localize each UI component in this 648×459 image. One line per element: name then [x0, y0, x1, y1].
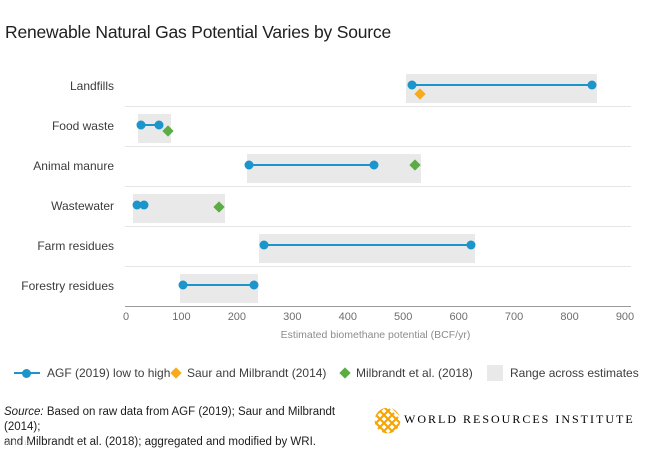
source-note: Source: Based on raw data from AGF (2019… [4, 405, 374, 450]
range-band [259, 234, 476, 263]
agf-high-dot [139, 200, 149, 210]
agf-range-line [249, 164, 375, 166]
row-separator [125, 146, 631, 147]
agf-range-line [183, 284, 254, 286]
agf-low-dot [132, 200, 142, 210]
agf-line-dot-marker [14, 368, 40, 378]
chart-code: 20.12.14 [4, 441, 32, 447]
agf-low-dot [178, 280, 188, 290]
x-axis-line [125, 306, 631, 307]
agf-high-dot [249, 280, 259, 290]
agf-high-dot [587, 80, 597, 90]
x-tick-label: 400 [338, 311, 357, 323]
range-band [133, 194, 225, 223]
x-tick-label: 0 [122, 311, 130, 323]
row-separator [125, 106, 631, 107]
legend-item-agf: AGF (2019) low to high [14, 360, 170, 386]
agf-high-dot [154, 120, 164, 130]
agf-low-dot [244, 160, 254, 170]
row-separator [125, 266, 631, 267]
x-tick-label: 300 [283, 311, 302, 323]
row-separator [125, 226, 631, 227]
wri-wordmark: WORLD RESOURCES INSTITUTE [404, 412, 635, 426]
x-tick-label: 900 [615, 311, 635, 323]
agf-high-dot [369, 160, 379, 170]
agf-dot [22, 368, 31, 378]
legend-item-saur: Saur and Milbrandt (2014) [170, 360, 327, 386]
row-label: Landfills [69, 79, 114, 93]
row-label: Food waste [51, 119, 114, 133]
x-axis-title: Estimated biomethane potential (BCF/yr) [280, 329, 471, 341]
agf-range-line [411, 84, 592, 86]
source-label: Source: [4, 406, 44, 418]
legend-label: Milbrandt et al. (2018) [356, 366, 473, 380]
legend-label: AGF (2019) low to high [47, 366, 171, 380]
x-tick-label: 800 [560, 311, 579, 323]
gray-band-marker [487, 365, 503, 381]
legend-label: Range across estimates [510, 366, 639, 380]
row-label: Animal manure [33, 159, 114, 173]
agf-range-line [140, 124, 160, 126]
chart-title: Renewable Natural Gas Potential Varies b… [5, 22, 391, 42]
row-label: Wastewater [51, 199, 114, 213]
orange-diamond-marker [170, 367, 182, 379]
agf-low-dot [407, 80, 417, 90]
source-line2: and Milbrandt et al. (2018); aggregated … [4, 436, 316, 448]
x-tick-label: 700 [504, 311, 524, 323]
x-tick-label: 500 [394, 311, 413, 323]
agf-range-line [263, 244, 471, 246]
row-label: Forestry residues [21, 279, 114, 293]
wri-lattice-logo-icon [374, 407, 401, 434]
row-separator [125, 186, 631, 187]
x-tick-label: 200 [227, 311, 247, 323]
range-band [179, 274, 258, 303]
agf-low-dot [259, 240, 268, 250]
source-line1: Based on raw data from AGF (2019); Saur … [4, 406, 336, 433]
x-tick-label: 100 [172, 311, 191, 323]
green-diamond-marker [339, 367, 351, 379]
legend-item-range: Range across estimates [487, 360, 639, 386]
range-band [405, 74, 598, 103]
range-band [246, 154, 421, 183]
agf-high-dot [466, 240, 476, 250]
x-tick-label: 600 [449, 311, 468, 323]
legend-item-milbrandt: Milbrandt et al. (2018) [339, 360, 473, 386]
legend-label: Saur and Milbrandt (2014) [187, 366, 327, 380]
row-label: Farm residues [37, 239, 114, 253]
agf-low-dot [136, 120, 146, 130]
